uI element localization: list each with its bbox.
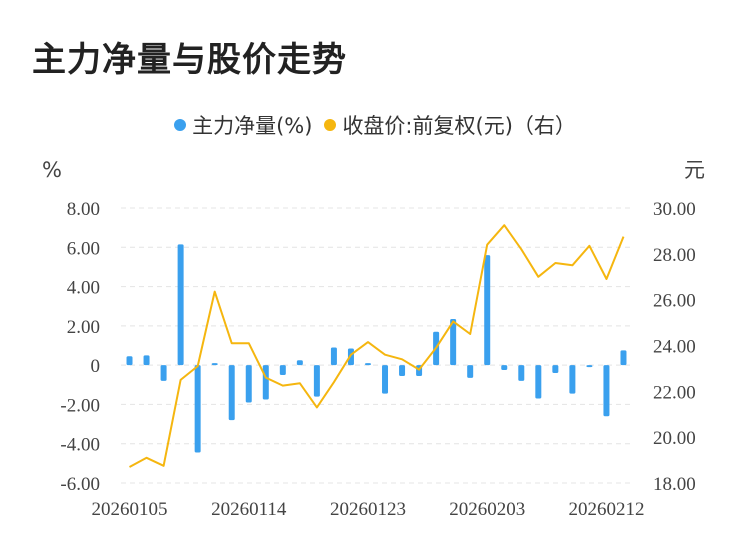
- left-tick-label: 4.00: [67, 278, 100, 299]
- left-tick-label: 0: [91, 356, 101, 377]
- bar: [364, 363, 371, 366]
- bar: [211, 363, 218, 366]
- bar: [552, 365, 559, 373]
- bar: [228, 365, 235, 421]
- bar: [279, 365, 286, 375]
- legend-label-price: 收盘价:前复权(元)（右）: [342, 114, 576, 138]
- bar: [518, 365, 525, 381]
- legend: 主力净量(%) 收盘价:前复权(元)（右）: [0, 110, 750, 140]
- legend-item-price[interactable]: 收盘价:前复权(元)（右）: [324, 110, 576, 140]
- bar: [313, 365, 320, 397]
- bar: [143, 355, 150, 366]
- legend-dot-net-icon: [174, 119, 187, 131]
- bar: [484, 255, 491, 366]
- legend-item-net[interactable]: 主力净量(%): [174, 110, 312, 140]
- right-tick-label: 18.00: [653, 474, 696, 495]
- bar: [177, 244, 184, 366]
- bar: [262, 365, 269, 400]
- x-tick-label: 20260114: [211, 499, 287, 520]
- bar: [245, 365, 252, 403]
- x-axis: 20260105 20260114 20260123 20260203 20260212: [92, 499, 645, 520]
- left-tick-label: 6.00: [67, 238, 100, 259]
- bar: [160, 365, 167, 381]
- left-tick-label: 8.00: [67, 199, 100, 220]
- bar: [399, 365, 406, 376]
- bar: [296, 360, 303, 366]
- bar: [194, 365, 201, 453]
- bar: [450, 318, 457, 366]
- left-tick-label: 2.00: [67, 317, 100, 338]
- right-tick-label: 30.00: [653, 199, 696, 220]
- line-series: [129, 224, 625, 468]
- bar: [586, 365, 593, 368]
- bar: [620, 350, 627, 366]
- bar: [330, 347, 337, 366]
- legend-label-net: 主力净量(%): [192, 114, 313, 138]
- price-line: [129, 224, 625, 468]
- bar: [501, 365, 508, 371]
- bar: [467, 365, 474, 378]
- right-unit-label: 元: [684, 158, 705, 182]
- bar: [382, 365, 389, 394]
- x-tick-label: 20260123: [330, 499, 406, 520]
- right-tick-label: 22.00: [653, 382, 696, 403]
- grid-lines: [121, 207, 632, 484]
- legend-dot-price-icon: [324, 119, 337, 131]
- right-axis: 30.00 28.00 26.00 24.00 22.00 20.00 18.00 元: [653, 158, 705, 495]
- bar: [569, 365, 576, 394]
- right-tick-label: 20.00: [653, 428, 696, 449]
- left-unit-label: %: [42, 158, 62, 182]
- bar: [126, 356, 133, 366]
- right-tick-label: 28.00: [653, 245, 696, 266]
- left-axis: 8.00 6.00 4.00 2.00 0 -2.00 -4.00 -6.00%: [42, 158, 100, 495]
- bar: [603, 365, 610, 417]
- bar: [535, 365, 542, 399]
- x-tick-label: 20260105: [92, 499, 168, 520]
- left-tick-label: -2.00: [60, 395, 100, 416]
- right-tick-label: 24.00: [653, 337, 696, 358]
- left-tick-label: -6.00: [60, 474, 100, 495]
- x-tick-label: 20260212: [568, 499, 644, 520]
- x-tick-label: 20260203: [449, 499, 525, 520]
- chart-title: 主力净量与股价走势: [32, 40, 347, 80]
- right-tick-label: 26.00: [653, 291, 696, 312]
- left-tick-label: -4.00: [60, 435, 100, 456]
